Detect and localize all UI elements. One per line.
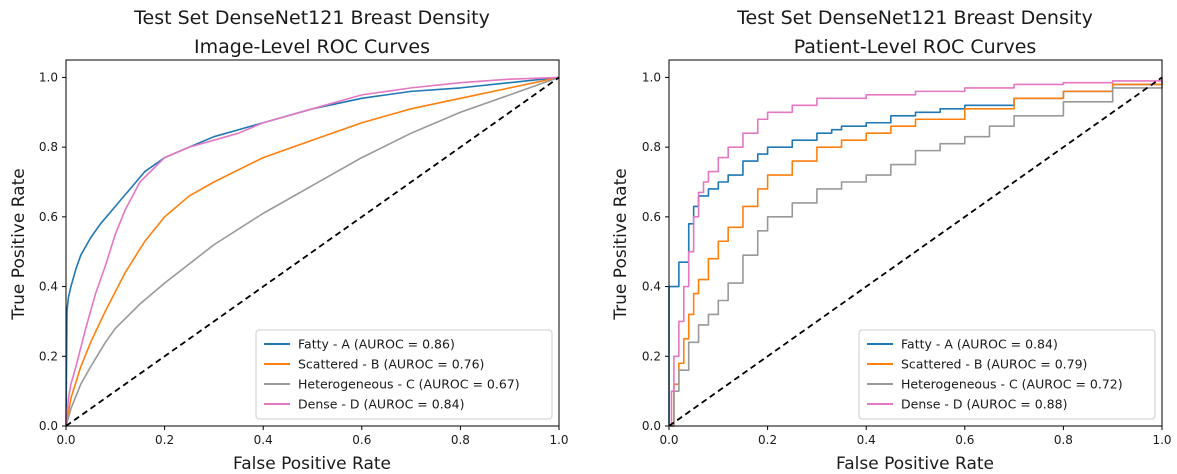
x-tick-label: 0.2: [155, 433, 174, 447]
plot-area: [65, 76, 560, 427]
roc-curve-3: [65, 76, 560, 427]
y-tick-label: 0.2: [642, 349, 661, 363]
panel-patient-level: Test Set DenseNet121 Breast Density Pati…: [611, 7, 1172, 474]
legend-entry: Dense - D (AUROC = 0.88): [901, 397, 1067, 412]
x-tick-label: 0.4: [857, 433, 876, 447]
y-tick-label: 0.4: [642, 280, 661, 294]
legend-entry: Fatty - A (AUROC = 0.84): [901, 337, 1058, 352]
x-tick-label: 0.0: [56, 433, 75, 447]
legend-frame: [858, 329, 1156, 420]
x-tick-label: 0.6: [955, 433, 974, 447]
plot-area: [668, 76, 1163, 427]
x-tick-label: 0.4: [254, 433, 273, 447]
chance-diagonal: [668, 76, 1163, 427]
x-tick-label: 0.2: [758, 433, 777, 447]
y-tick-label: 1.0: [642, 70, 661, 84]
roc-curve-2: [669, 77, 1163, 427]
roc-curve-0: [65, 76, 560, 427]
x-tick-label: 0.8: [451, 433, 470, 447]
roc-curve-2: [65, 76, 560, 427]
y-tick-label: 0.0: [642, 419, 661, 433]
panel-image-level: Test Set DenseNet121 Breast Density Imag…: [9, 7, 569, 474]
y-tick-label: 0.2: [39, 349, 58, 363]
chance-diagonal: [65, 76, 560, 427]
y-tick-label: 1.0: [39, 70, 58, 84]
x-axis-label: False Positive Rate: [233, 454, 391, 474]
y-tick-label: 0.8: [39, 140, 58, 154]
chart-title-line1: Test Set DenseNet121 Breast Density: [736, 7, 1093, 29]
x-tick-label: 0.6: [352, 433, 371, 447]
legend: Fatty - A (AUROC = 0.84) Scattered - B (A…: [858, 329, 1156, 420]
x-tick-label: 1.0: [1152, 433, 1171, 447]
chart-title-line1: Test Set DenseNet121 Breast Density: [133, 7, 490, 29]
y-tick-label: 0.0: [39, 419, 58, 433]
y-tick-label: 0.6: [642, 210, 661, 224]
y-tick-label: 0.6: [39, 210, 58, 224]
legend-entry: Dense - D (AUROC = 0.84): [298, 397, 464, 412]
x-tick-label: 1.0: [549, 433, 568, 447]
y-tick-label: 0.8: [642, 140, 661, 154]
y-tick-label: 0.4: [39, 280, 58, 294]
legend-entry: Heterogeneous - C (AUROC = 0.72): [901, 377, 1123, 392]
roc-curve-3: [669, 77, 1163, 427]
tick-group: 0.0 0.2 0.4 0.6 0.8 1.0 0.0 0.2 0.4 0.6 0.8 1.0: [642, 70, 1172, 447]
roc-curve-1: [669, 77, 1163, 427]
legend-entry: Heterogeneous - C (AUROC = 0.67): [298, 377, 520, 392]
roc-curve-1: [65, 76, 560, 427]
x-tick-label: 0.8: [1054, 433, 1073, 447]
y-axis-label: True Positive Rate: [611, 168, 631, 320]
legend-entry: Scattered - B (AUROC = 0.79): [901, 357, 1087, 372]
plot-frame: [65, 59, 560, 427]
y-axis-label: True Positive Rate: [9, 168, 29, 320]
legend-entry: Fatty - A (AUROC = 0.86): [298, 337, 455, 352]
x-tick-label: 0.0: [659, 433, 678, 447]
legend-entry: Scattered - B (AUROC = 0.76): [298, 357, 484, 372]
legend: Fatty - A (AUROC = 0.86) Scattered - B (A…: [255, 329, 553, 420]
chart-title-line2: Patient-Level ROC Curves: [794, 36, 1037, 58]
plot-frame: [668, 59, 1163, 427]
roc-curve-0: [668, 77, 1163, 426]
tick-group: 0.0 0.2 0.4 0.6 0.8 1.0 0.0 0.2 0.4 0.6 0.8 1.0: [39, 70, 569, 447]
x-axis-label: False Positive Rate: [836, 454, 994, 474]
chart-title-line2: Image-Level ROC Curves: [194, 36, 430, 58]
legend-frame: [255, 329, 553, 420]
